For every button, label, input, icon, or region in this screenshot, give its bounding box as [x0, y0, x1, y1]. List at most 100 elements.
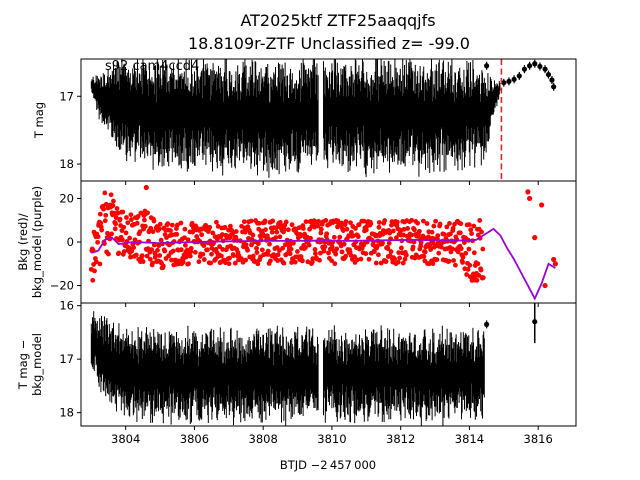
- bkg-point: [323, 217, 329, 223]
- bkg-point: [552, 261, 558, 267]
- bkg-point: [245, 247, 250, 253]
- y-tick-label: 18: [59, 157, 74, 171]
- bkg-point: [318, 226, 324, 232]
- bkg-point: [143, 184, 149, 191]
- bkg-point: [437, 221, 443, 227]
- bkg-point: [116, 250, 122, 256]
- bkg-point: [242, 229, 248, 235]
- bkg-point: [343, 219, 349, 224]
- bkg-point: [219, 253, 224, 259]
- bkg-point: [256, 220, 262, 226]
- bkg-point: [387, 253, 393, 259]
- bkg-point: [376, 224, 382, 230]
- bkg-point: [348, 253, 354, 258]
- bkg-point: [395, 259, 401, 265]
- bkg-point: [308, 235, 313, 241]
- bkg-point: [233, 229, 239, 234]
- y-tick-label: 18: [59, 406, 74, 420]
- bkg-point: [422, 249, 428, 255]
- bkg-point: [288, 246, 294, 252]
- bkg-point: [205, 247, 210, 253]
- x-tick-label: 3812: [386, 432, 415, 446]
- bkg-point: [355, 234, 361, 240]
- bkg-point: [254, 245, 259, 251]
- bkg-point: [455, 249, 461, 255]
- bkg-point: [142, 223, 148, 229]
- bkg-point: [417, 228, 422, 234]
- bkg-point: [458, 246, 464, 251]
- bkg-point: [222, 224, 228, 230]
- bkg-point: [102, 218, 108, 224]
- bkg-point: [463, 250, 469, 256]
- bkg-point: [295, 249, 300, 254]
- bkg-point: [207, 224, 213, 230]
- bkg-point: [322, 244, 328, 250]
- bkg-point: [383, 259, 389, 264]
- bkg-point: [275, 252, 281, 258]
- bkg-point: [135, 214, 141, 219]
- x-tick-label: 3816: [524, 432, 553, 446]
- bkg-point: [363, 227, 369, 233]
- panel-tmag-minus-bkg: 16 17 18 3804 3806 3808 3810 3812 3814 3816 T mag …: [16, 299, 577, 446]
- bkg-point: [165, 221, 171, 227]
- bkg-point: [525, 189, 531, 195]
- y-axis-label: Bkg (red)/: [16, 213, 30, 270]
- bkg-point: [120, 237, 125, 243]
- bkg-point: [231, 253, 236, 259]
- bkg-point: [160, 263, 166, 269]
- bkg-point: [403, 252, 409, 258]
- bkg-point: [469, 231, 475, 237]
- bkg-point: [480, 246, 486, 252]
- bkg-point: [332, 261, 338, 267]
- bkg-point: [183, 242, 188, 248]
- bkg-point: [188, 245, 194, 251]
- bkg-point: [356, 222, 362, 227]
- bkg-point: [287, 251, 293, 257]
- bkg-point: [392, 256, 398, 262]
- bkg-point: [341, 241, 347, 247]
- bkg-point: [155, 247, 160, 253]
- bkg-point: [358, 256, 364, 262]
- bkg-point: [92, 268, 97, 274]
- bkg-point: [254, 250, 260, 255]
- bkg-point: [446, 258, 452, 264]
- bkg-point: [435, 233, 441, 238]
- bkg-point: [421, 218, 426, 224]
- bkg-point: [453, 262, 458, 268]
- bkg-point: [439, 244, 444, 250]
- bkg-point: [382, 218, 388, 223]
- bkg-point: [337, 234, 343, 240]
- bkg-point: [99, 227, 105, 233]
- bkg-point: [156, 226, 162, 232]
- bkg-point: [458, 221, 464, 227]
- bkg-point: [532, 235, 538, 241]
- bkg-point: [366, 256, 372, 262]
- bkg-point: [348, 220, 353, 226]
- bkg-point: [230, 231, 236, 236]
- bkg-point: [101, 206, 106, 212]
- bkg-point: [144, 253, 150, 259]
- bkg-point: [121, 224, 127, 230]
- bkg-point: [147, 256, 153, 262]
- bkg-point: [93, 259, 99, 265]
- bkg-point: [120, 209, 126, 215]
- bkg-point: [306, 242, 312, 248]
- bkg-point: [265, 248, 271, 254]
- bkg-point: [433, 218, 439, 224]
- bkg-point: [201, 257, 207, 262]
- bkg-point: [430, 261, 436, 267]
- y-tick-label: 17: [59, 352, 74, 366]
- bkg-point: [378, 260, 384, 266]
- bkg-point: [125, 220, 131, 226]
- x-tick-label: 3814: [455, 432, 484, 446]
- bkg-point: [157, 221, 163, 227]
- bkg-point: [157, 253, 163, 258]
- bkg-point: [339, 249, 345, 255]
- bkg-point: [354, 257, 360, 263]
- bkg-point: [249, 242, 254, 248]
- bkg-point: [174, 222, 180, 228]
- bkg-point: [111, 198, 116, 204]
- bkg-point: [284, 251, 290, 257]
- bkg-point: [424, 221, 430, 226]
